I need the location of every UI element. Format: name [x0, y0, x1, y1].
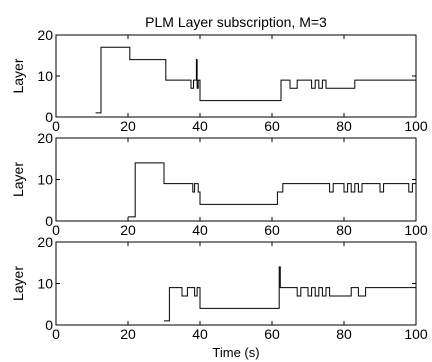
series-line-1: [128, 162, 416, 218]
x-tick-label: 80: [336, 118, 352, 134]
x-tick-label: 0: [52, 222, 60, 238]
y-tick-label: 10: [37, 172, 53, 188]
y-tick-label: 0: [45, 317, 53, 333]
series-line-1: [95, 46, 416, 114]
chart-panel-3: 0 20 40 60 80 100 0 10 20 Layer Time (s): [10, 234, 428, 360]
x-tick-label: 100: [404, 326, 428, 342]
x-tick-label: 40: [192, 222, 208, 238]
y-tick-label: 10: [37, 276, 53, 292]
chart-panel-1: 0 20 40 60 80 100 0 10 20 Layer PLM Layer subscrip…: [10, 14, 428, 134]
chart-title: PLM Layer subscription, M=3: [145, 14, 327, 30]
y-tick-label: 0: [45, 109, 53, 125]
x-tick-label: 0: [52, 326, 60, 342]
x-tick-label: 40: [192, 118, 208, 134]
x-tick-label: 20: [120, 222, 136, 238]
y-axis-label: Layer: [10, 58, 26, 93]
series-line-1: [164, 266, 416, 322]
x-tick-label: 80: [336, 326, 352, 342]
x-axis-label: Time (s): [212, 345, 259, 360]
y-tick-label: 20: [37, 130, 53, 146]
y-tick-label: 10: [37, 68, 53, 84]
plot-frame: [55, 137, 417, 222]
x-tick-label: 60: [264, 326, 280, 342]
x-tick-label: 40: [192, 326, 208, 342]
x-tick-label: 0: [52, 118, 60, 134]
y-axis-label: Layer: [10, 162, 26, 197]
y-tick-label: 20: [37, 234, 53, 250]
plot-frame: [55, 241, 417, 326]
x-tick-label: 100: [404, 118, 428, 134]
x-tick-label: 20: [120, 326, 136, 342]
x-tick-label: 100: [404, 222, 428, 238]
x-tick-label: 60: [264, 118, 280, 134]
y-tick-label: 20: [37, 27, 53, 43]
x-tick-label: 20: [120, 118, 136, 134]
y-tick-label: 0: [45, 213, 53, 229]
chart-panel-2: 0 20 40 60 80 100 0 10 20 Layer: [10, 130, 428, 238]
x-tick-label: 60: [264, 222, 280, 238]
x-tick-label: 80: [336, 222, 352, 238]
y-axis-label: Layer: [10, 266, 26, 301]
